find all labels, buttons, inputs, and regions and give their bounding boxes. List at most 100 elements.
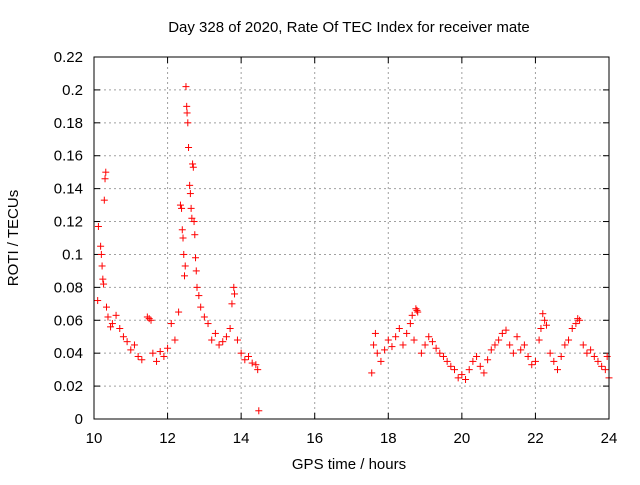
- data-point: [186, 190, 194, 198]
- data-point: [370, 341, 378, 349]
- y-tick-label: 0.06: [54, 312, 83, 329]
- y-tick-label: 0.2: [62, 82, 83, 99]
- data-point: [254, 366, 262, 374]
- data-point: [228, 300, 236, 308]
- data-point: [506, 341, 514, 349]
- data-point: [241, 356, 249, 364]
- x-axis-label: GPS time / hours: [292, 456, 406, 473]
- data-point: [421, 341, 429, 349]
- data-point: [469, 357, 477, 365]
- data-point: [219, 338, 227, 346]
- data-point: [187, 204, 195, 212]
- data-point: [178, 204, 186, 212]
- x-tick-labels: 10 12 14 16 18 20 22 24: [86, 430, 618, 447]
- data-point: [97, 250, 105, 258]
- data-point: [484, 356, 492, 364]
- data-point: [537, 325, 545, 332]
- data-point: [524, 352, 532, 360]
- data-point: [112, 311, 120, 319]
- data-point: [565, 336, 573, 344]
- data-point: [193, 283, 201, 291]
- data-point: [454, 374, 462, 382]
- data-point: [458, 371, 466, 379]
- y-tick-label: 0.16: [54, 148, 83, 165]
- data-point: [495, 336, 503, 344]
- data-point: [208, 336, 216, 344]
- data-point: [180, 272, 188, 280]
- data-point: [451, 366, 458, 374]
- data-point: [255, 407, 263, 415]
- data-point: [183, 102, 191, 110]
- data-point: [513, 333, 521, 341]
- data-point: [381, 346, 389, 354]
- data-point: [601, 366, 609, 374]
- x-tick-label: 20: [454, 430, 471, 447]
- data-point: [100, 196, 108, 204]
- data-point: [160, 352, 168, 360]
- data-point: [179, 234, 187, 242]
- data-point: [462, 376, 470, 384]
- data-point: [509, 349, 517, 357]
- data-point: [175, 308, 183, 316]
- data-point: [373, 349, 381, 357]
- data-point: [447, 362, 455, 370]
- data-point: [443, 357, 451, 365]
- data-point: [231, 290, 239, 298]
- data-point: [498, 329, 506, 337]
- data-point: [164, 344, 172, 352]
- data-point: [171, 336, 179, 344]
- data-point: [403, 329, 411, 337]
- data-point: [517, 346, 525, 354]
- data-point: [149, 349, 157, 357]
- data-points: [94, 83, 613, 415]
- data-point: [579, 341, 587, 349]
- data-point: [546, 349, 554, 357]
- data-point: [554, 366, 561, 374]
- x-tick-label: 12: [159, 430, 176, 447]
- data-point: [233, 336, 241, 344]
- plot-frame: [93, 56, 610, 420]
- data-point: [414, 308, 422, 316]
- data-point: [587, 346, 595, 354]
- data-point: [184, 119, 192, 127]
- data-point: [413, 306, 421, 314]
- data-point: [167, 320, 175, 328]
- data-point: [408, 311, 416, 319]
- data-point: [156, 348, 164, 356]
- data-point: [410, 336, 418, 344]
- y-axis-label: ROTI / TECUs: [5, 190, 22, 286]
- data-point: [195, 292, 203, 300]
- y-tick-label: 0.14: [54, 181, 83, 198]
- x-tick-label: 14: [233, 430, 250, 447]
- data-point: [153, 357, 161, 365]
- data-point: [399, 341, 407, 349]
- data-point: [252, 361, 260, 369]
- x-tick-label: 22: [527, 430, 544, 447]
- data-point: [200, 313, 208, 321]
- data-point: [541, 316, 549, 324]
- data-point: [147, 316, 155, 324]
- data-point: [101, 175, 109, 183]
- data-point: [98, 262, 106, 270]
- data-point: [590, 352, 598, 360]
- data-point: [542, 321, 550, 329]
- data-point: [102, 168, 110, 176]
- data-point: [245, 352, 252, 360]
- data-point: [123, 338, 131, 346]
- data-point: [436, 349, 444, 357]
- data-point: [388, 343, 396, 351]
- data-point: [520, 341, 528, 349]
- data-point: [192, 254, 200, 262]
- data-point: [598, 362, 606, 370]
- data-point: [377, 357, 385, 365]
- data-point: [185, 144, 193, 151]
- data-point: [561, 341, 569, 349]
- data-point: [248, 359, 256, 367]
- grid-layer: [94, 57, 609, 419]
- data-point: [237, 349, 245, 357]
- data-point: [465, 366, 473, 374]
- data-point: [108, 320, 116, 328]
- data-point: [176, 201, 184, 209]
- data-point: [368, 369, 376, 377]
